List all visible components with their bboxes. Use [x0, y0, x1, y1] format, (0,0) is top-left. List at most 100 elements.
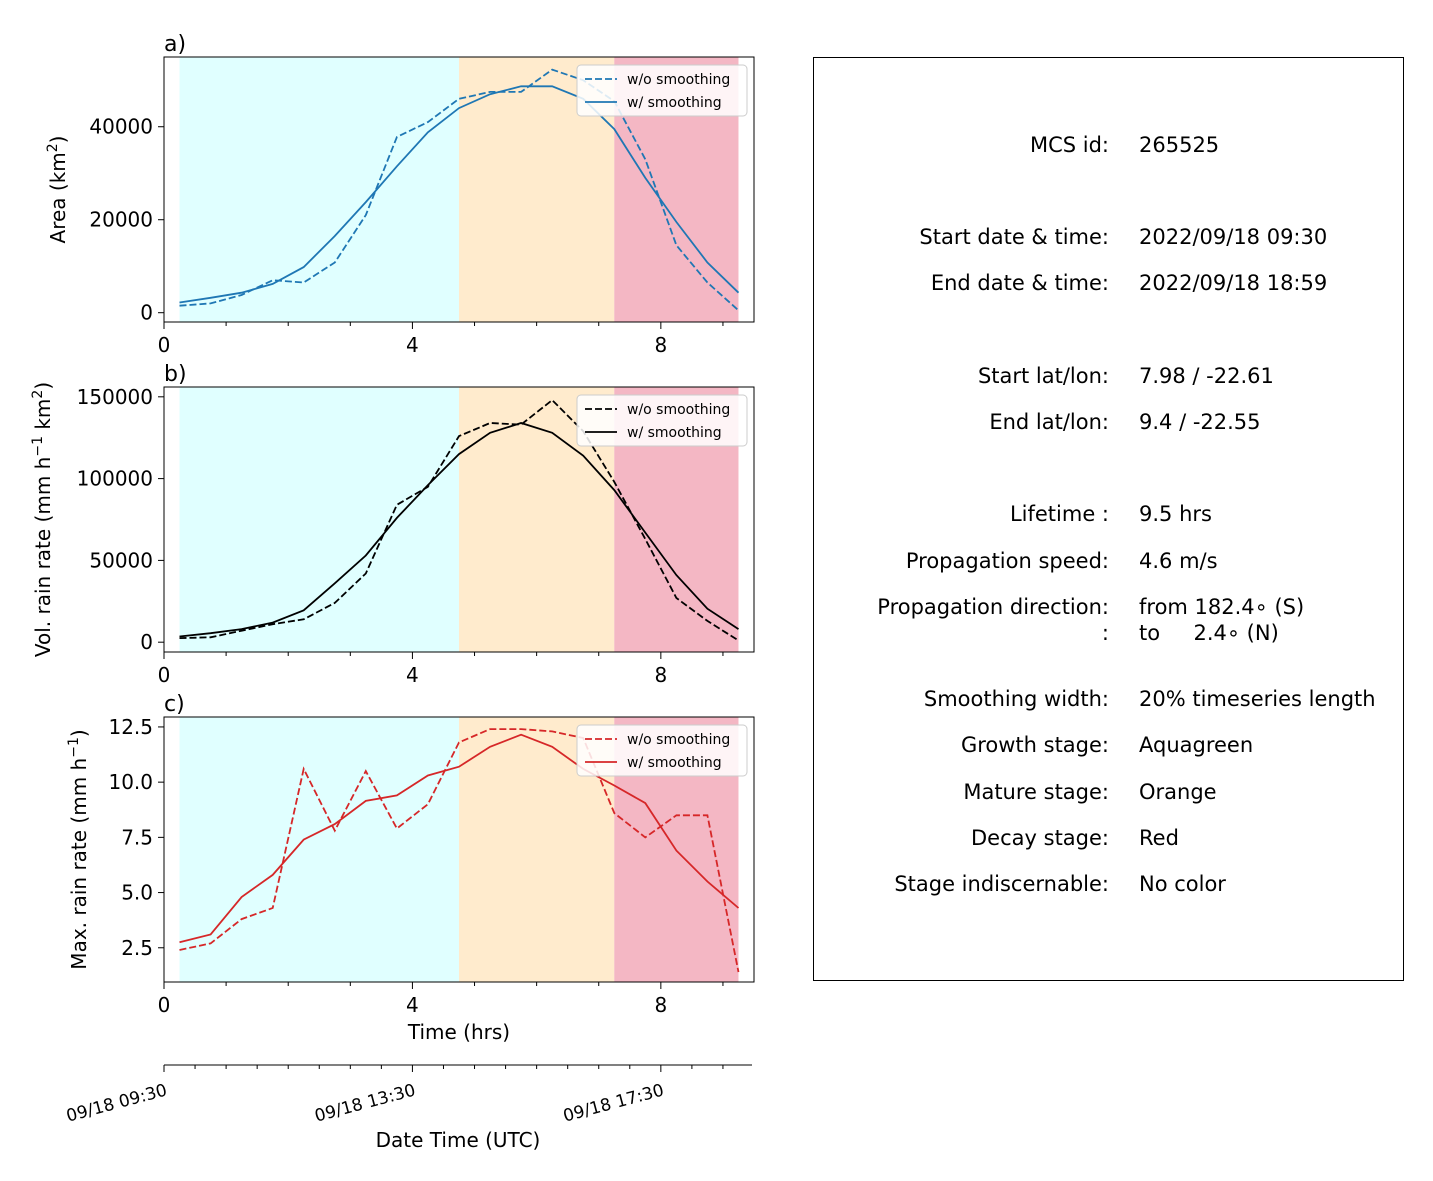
y-axis-label: Max. rain rate (mm h−1) — [66, 729, 91, 969]
x-tick-label: 8 — [654, 993, 667, 1017]
info-label-smoothing-width: Smoothing width: — [923, 687, 1109, 711]
info-label-growth-stage: Growth stage: — [960, 733, 1109, 757]
y-tick-label: 12.5 — [108, 715, 153, 739]
datetime-tick-label: 09/18 09:30 — [64, 1081, 169, 1127]
y-tick-label: 0 — [140, 301, 153, 325]
info-label-mcs-id: MCS id: — [1029, 133, 1109, 157]
x-tick-label: 0 — [158, 993, 171, 1017]
info-label-propagation-speed: Propagation speed: — [905, 549, 1109, 573]
info-row-start-latlon: Start lat/lon: 7.98 / -22.61 — [814, 364, 1405, 390]
x-axis-label: Time (hrs) — [407, 1020, 510, 1044]
info-row-propagation-direction-to: : to 2.4∘ (N) — [814, 621, 1405, 647]
axes-frame — [163, 56, 755, 323]
legend: w/o smoothing w/ smoothing — [576, 394, 748, 447]
legend-label: w/o smoothing — [627, 72, 730, 88]
y-tick-label: 2.5 — [121, 936, 153, 960]
x-tick-label: 8 — [654, 663, 667, 687]
info-value-start-datetime: 2022/09/18 09:30 — [1139, 225, 1328, 249]
info-label-mature-stage: Mature stage: — [963, 780, 1109, 804]
legend-box — [576, 394, 748, 447]
stage-band-growth — [179, 57, 460, 322]
x-tick-label: 4 — [406, 333, 419, 357]
info-row-end-datetime: End date & time: 2022/09/18 18:59 — [814, 271, 1405, 297]
info-row-lifetime: Lifetime : 9.5 hrs — [814, 502, 1405, 528]
info-row-growth-stage: Growth stage: Aquagreen — [814, 733, 1405, 759]
info-value-start-latlon: 7.98 / -22.61 — [1139, 364, 1274, 388]
datetime-tick-label: 09/18 13:30 — [313, 1081, 418, 1127]
info-row-propagation-direction: Propagation direction: from 182.4∘ (S) — [814, 595, 1405, 621]
info-value-smoothing-width: 20% timeseries length — [1139, 687, 1376, 711]
info-label-start-datetime: Start date & time: — [919, 225, 1109, 249]
y-axis-label: Area (km2) — [45, 136, 70, 244]
chart-panel-3: 2.5 5.0 7.5 10.0 12.5 0 4 8 c) Max. rain rate (mm… — [66, 692, 755, 1044]
info-label-lifetime: Lifetime : — [1009, 502, 1109, 526]
axes-frame — [163, 386, 755, 653]
info-label-start-latlon: Start lat/lon: — [977, 364, 1109, 388]
y-tick-label: 5.0 — [121, 881, 153, 905]
info-value-lifetime: 9.5 hrs — [1139, 502, 1212, 526]
series-line-smoothed — [179, 422, 739, 638]
info-label-stage-indiscernable: Stage indiscernable: — [894, 872, 1109, 896]
series-line-unsmoothed — [179, 728, 740, 973]
legend-label: w/o smoothing — [627, 402, 730, 418]
y-tick-label: 20000 — [89, 208, 153, 232]
x-tick-label: 4 — [406, 993, 419, 1017]
stage-band-growth — [179, 717, 460, 982]
info-value-decay-stage: Red — [1139, 826, 1179, 850]
info-label-propagation-direction-to: : — [1101, 621, 1109, 645]
info-row-mature-stage: Mature stage: Orange — [814, 780, 1405, 806]
info-value-propagation-direction: from 182.4∘ (S) — [1139, 595, 1305, 619]
y-tick-label: 7.5 — [121, 825, 153, 849]
datetime-tick-label: 09/18 17:30 — [561, 1081, 666, 1127]
info-value-end-datetime: 2022/09/18 18:59 — [1139, 271, 1328, 295]
info-value-growth-stage: Aquagreen — [1139, 733, 1254, 757]
info-label-end-datetime: End date & time: — [930, 271, 1109, 295]
info-value-stage-indiscernable: No color — [1139, 872, 1226, 896]
info-value-mcs-id: 265525 — [1139, 133, 1220, 157]
info-label-decay-stage: Decay stage: — [971, 826, 1109, 850]
y-tick-label: 150000 — [77, 385, 153, 409]
legend-box — [576, 724, 748, 777]
panel-label: c) — [164, 692, 185, 717]
x-tick-label: 8 — [654, 333, 667, 357]
axes-frame — [163, 716, 755, 983]
legend-label: w/ smoothing — [627, 755, 722, 771]
panel-label: b) — [164, 362, 187, 387]
info-row-smoothing-width: Smoothing width: 20% timeseries length — [814, 687, 1405, 713]
datetime-axis-label: Date Time (UTC) — [376, 1128, 541, 1152]
legend: w/o smoothing w/ smoothing — [576, 64, 748, 117]
info-row-stage-indiscernable: Stage indiscernable: No color — [814, 872, 1405, 898]
chart-panel-2: 0 50000 100000 150000 0 4 8 b) Vol. rain rate (m… — [30, 362, 755, 687]
x-tick-label: 0 — [158, 663, 171, 687]
y-tick-label: 50000 — [89, 548, 153, 572]
info-row-mcs-id: MCS id: 265525 — [814, 133, 1405, 159]
legend: w/o smoothing w/ smoothing — [576, 724, 748, 777]
legend-label: w/ smoothing — [627, 425, 722, 441]
x-tick-label: 4 — [406, 663, 419, 687]
info-row-decay-stage: Decay stage: Red — [814, 826, 1405, 852]
info-label-propagation-direction: Propagation direction: — [877, 595, 1109, 619]
info-row-propagation-speed: Propagation speed: 4.6 m/s — [814, 549, 1405, 575]
y-tick-label: 0 — [140, 630, 153, 654]
info-value-propagation-speed: 4.6 m/s — [1139, 549, 1218, 573]
info-row-end-latlon: End lat/lon: 9.4 / -22.55 — [814, 410, 1405, 436]
info-label-end-latlon: End lat/lon: — [989, 410, 1109, 434]
legend-label: w/o smoothing — [627, 732, 730, 748]
stage-band-growth — [179, 387, 460, 652]
datetime-axis: 09/18 09:30 09/18 13:30 09/18 17:30 Date Ti… — [64, 1064, 752, 1152]
info-value-end-latlon: 9.4 / -22.55 — [1139, 410, 1261, 434]
series-line-unsmoothed — [179, 398, 739, 642]
series-line-smoothed — [179, 85, 740, 304]
legend-label: w/ smoothing — [627, 95, 722, 111]
y-axis-label: Vol. rain rate (mm h−1 km2) — [30, 382, 55, 657]
y-tick-label: 40000 — [89, 115, 153, 139]
info-value-propagation-direction-to: to 2.4∘ (N) — [1139, 621, 1279, 645]
legend-box — [576, 64, 748, 117]
y-tick-label: 100000 — [77, 467, 153, 491]
series-line-smoothed — [179, 733, 740, 944]
info-panel: MCS id: 265525 Start date & time: 2022/09/1… — [813, 57, 1404, 981]
info-row-start-datetime: Start date & time: 2022/09/18 09:30 — [814, 225, 1405, 251]
panel-label: a) — [164, 32, 186, 57]
